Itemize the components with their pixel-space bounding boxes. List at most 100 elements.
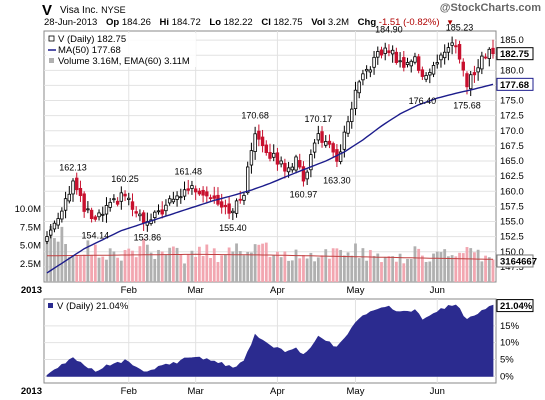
candle-body	[350, 108, 354, 122]
candle-body	[134, 211, 138, 214]
price-annotation: 160.25	[111, 174, 139, 184]
candle-body	[468, 74, 473, 90]
volume-bar	[60, 226, 64, 282]
candle-body	[342, 131, 347, 150]
volume-bar	[257, 244, 261, 282]
volume-bar	[305, 258, 309, 282]
candle-body	[361, 73, 365, 81]
volume-bar	[272, 255, 276, 282]
volume-bar	[194, 256, 198, 282]
volume-bar	[480, 261, 484, 282]
candle-body	[357, 81, 361, 94]
volume-bar	[409, 258, 413, 282]
candle-body	[454, 45, 458, 48]
candle-body	[424, 75, 428, 80]
price-tick-label: 180.0	[500, 65, 524, 76]
volume-bar	[342, 255, 346, 282]
candle-body	[78, 188, 83, 197]
candle-body	[212, 195, 216, 199]
volume-bar	[279, 257, 283, 282]
volume-bar	[432, 253, 435, 282]
volume-bar	[346, 252, 350, 282]
volume-bar	[93, 244, 97, 282]
volume-bar	[320, 255, 324, 282]
candle-body	[52, 222, 57, 230]
candle-body	[316, 133, 321, 141]
volume-bar	[372, 255, 376, 282]
volume-bar	[171, 246, 175, 282]
candle-body	[249, 150, 254, 166]
candle-body	[428, 72, 432, 76]
candle-body	[60, 210, 64, 220]
volume-bar	[190, 250, 194, 282]
candle-body	[141, 212, 146, 223]
volume-bar	[67, 257, 71, 282]
price-tick-label: 160.0	[500, 186, 524, 197]
volume-bar	[465, 247, 469, 282]
month-label: Apr	[270, 386, 285, 397]
volume-value-label-box	[496, 254, 534, 268]
candle-body	[112, 198, 116, 201]
exchange-label: NYSE	[101, 5, 126, 15]
quote-line: 28-Jun-2013 Op 184.26 Hi 184.72 Lo 182.2…	[44, 17, 454, 28]
company-name: Visa Inc. NYSE	[60, 5, 126, 16]
candle-body	[130, 201, 135, 210]
volume-bar	[268, 257, 272, 282]
candle-body	[245, 166, 250, 194]
volume-bar	[439, 252, 443, 282]
performance-area	[46, 304, 494, 377]
volume-bar	[417, 248, 421, 282]
volume-bar	[406, 258, 409, 282]
volume-bar	[290, 260, 294, 282]
volume-bar	[435, 251, 439, 282]
candle-body	[171, 198, 176, 203]
candle-body	[231, 210, 235, 214]
candle-body	[294, 156, 298, 171]
perf-legend-swatch	[48, 303, 53, 308]
volume-bar	[450, 255, 454, 282]
volume-value: 3.2M	[327, 17, 350, 28]
volume-bar	[205, 244, 209, 282]
volume-bar	[394, 261, 398, 282]
candle-body	[346, 121, 350, 134]
volume-bar	[142, 238, 146, 282]
volume-value-label: 3164667	[500, 256, 537, 267]
volume-bar	[123, 249, 127, 282]
candle-body	[156, 210, 161, 213]
candle-body	[442, 51, 447, 59]
price-annotation: 185.23	[446, 23, 474, 33]
perf-tick-label: 0%	[500, 371, 514, 382]
candle-body	[82, 193, 86, 212]
candle-body	[275, 152, 280, 165]
candle-body	[179, 196, 183, 199]
volume-bar	[484, 255, 487, 282]
volume-bar	[45, 238, 49, 282]
volume-bar	[53, 238, 56, 282]
candle-body	[450, 42, 454, 46]
candle-body	[242, 194, 246, 201]
candle-body	[402, 57, 406, 68]
month-label: Mar	[187, 285, 203, 296]
volume-bar	[276, 251, 279, 282]
candle-body	[327, 140, 332, 145]
price-annotation: 154.14	[82, 231, 110, 241]
price-annotation: 176.40	[409, 96, 437, 106]
candle-body	[387, 50, 391, 53]
candle-body	[409, 60, 413, 67]
candle-body	[119, 192, 124, 202]
candle-body	[63, 198, 68, 211]
volume-bar	[235, 243, 238, 282]
volume-bar	[473, 252, 476, 282]
candle-body	[160, 209, 164, 215]
high-label: Hi	[159, 17, 170, 28]
volume-bar	[75, 255, 79, 282]
volume-bar	[309, 252, 313, 282]
candle-body	[167, 198, 172, 204]
volume-bar	[476, 249, 480, 282]
volume-bar	[361, 248, 365, 282]
candle-body	[67, 193, 71, 202]
candle-body	[483, 56, 488, 59]
candle-body	[97, 212, 101, 218]
volume-bar	[402, 263, 406, 282]
ma-value-label: 177.68	[500, 80, 529, 91]
